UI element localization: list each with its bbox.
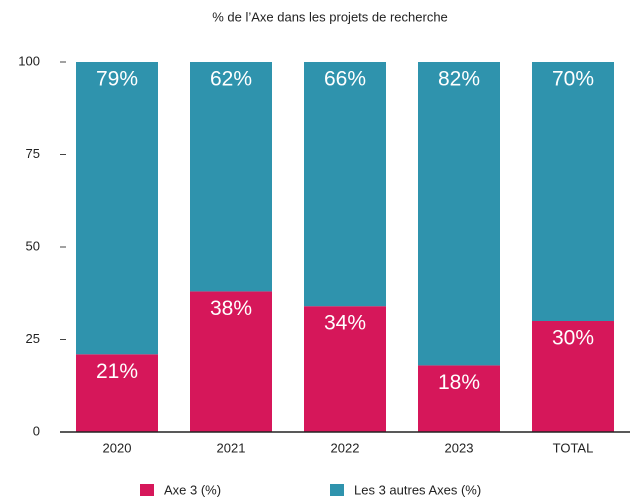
value-label: 66% (324, 68, 366, 91)
y-tick-label: 25 (26, 331, 40, 346)
legend-label: Axe 3 (%) (164, 482, 221, 497)
value-label: 82% (438, 68, 480, 91)
value-label: 70% (552, 68, 594, 91)
x-tick-label: 2023 (445, 440, 474, 455)
bar-segment (190, 62, 272, 292)
y-tick-label: 50 (26, 238, 40, 253)
bar-segment (190, 291, 272, 432)
bar-segment (76, 62, 158, 355)
x-tick-label: 2022 (331, 440, 360, 455)
value-label: 34% (324, 312, 366, 335)
legend-label: Les 3 autres Axes (%) (354, 482, 481, 497)
bar-segment (532, 321, 614, 432)
y-tick-label: 75 (26, 146, 40, 161)
bar-segment (532, 62, 614, 321)
bar-segment (418, 365, 500, 432)
value-label: 30% (552, 327, 594, 350)
legend-swatch (330, 484, 344, 496)
x-tick-label: TOTAL (553, 440, 594, 455)
y-tick-label: 0 (33, 423, 40, 438)
bar-segment (418, 62, 500, 366)
value-label: 79% (96, 68, 138, 91)
bar-segment (76, 354, 158, 432)
bar-segment (304, 306, 386, 432)
y-tick-label: 100 (18, 53, 40, 68)
chart-title: % de l’Axe dans les projets de recherche (212, 9, 448, 24)
bar-segment (304, 62, 386, 307)
legend-swatch (140, 484, 154, 496)
value-label: 62% (210, 68, 252, 91)
x-tick-label: 2021 (217, 440, 246, 455)
value-label: 21% (96, 360, 138, 383)
value-label: 38% (210, 297, 252, 320)
value-label: 18% (438, 371, 480, 394)
x-tick-label: 2020 (103, 440, 132, 455)
